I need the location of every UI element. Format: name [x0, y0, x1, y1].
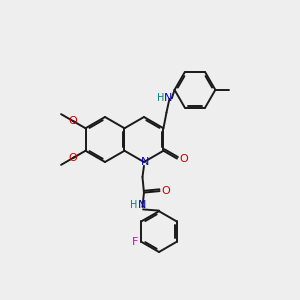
- Text: F: F: [131, 237, 138, 247]
- Text: O: O: [69, 116, 77, 126]
- Text: N: N: [140, 157, 149, 167]
- Text: H: H: [130, 200, 138, 211]
- Text: O: O: [162, 186, 170, 196]
- Text: O: O: [69, 153, 77, 163]
- Text: N: N: [138, 200, 146, 211]
- Text: O: O: [179, 154, 188, 164]
- Text: H: H: [157, 93, 164, 103]
- Text: N: N: [164, 93, 172, 103]
